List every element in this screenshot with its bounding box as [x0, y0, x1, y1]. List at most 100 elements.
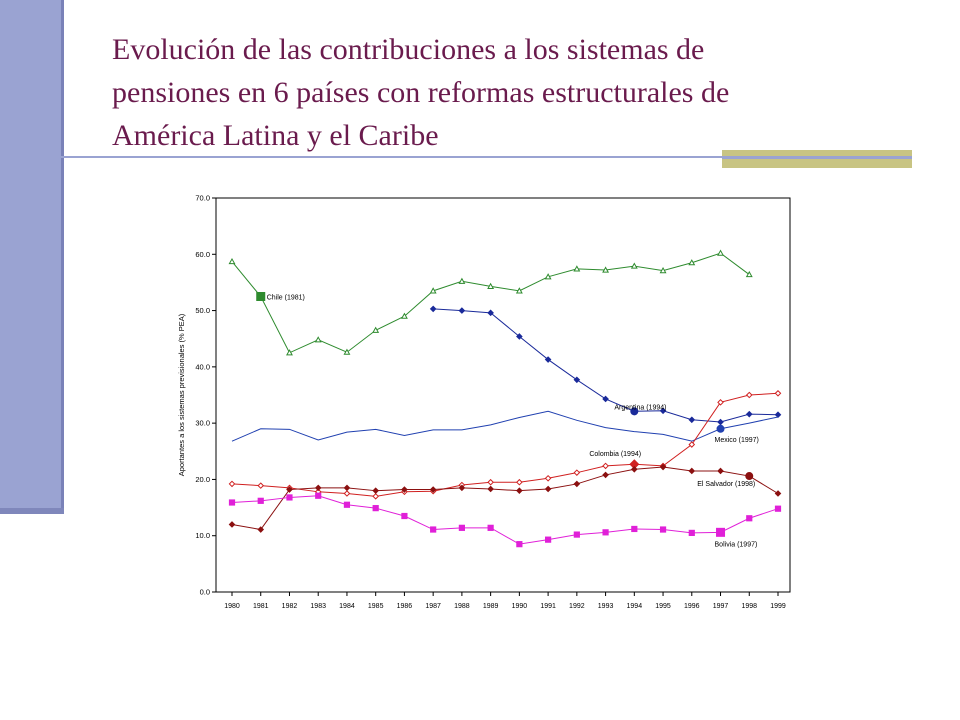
y-tick-label: 40.0 [195, 362, 210, 371]
data-point [516, 487, 523, 494]
data-point [746, 515, 753, 522]
data-point [257, 497, 264, 504]
x-tick-label: 1986 [397, 603, 413, 610]
series-line [231, 495, 779, 545]
x-tick-label: 1990 [512, 603, 528, 610]
pension-contributions-line-chart: 0.0 10.0 20.0 30.0 40.0 50.0 60.0 70.0 1980 1981 1… [177, 194, 791, 610]
x-tick-label: 1992 [569, 603, 585, 610]
accent-bar [722, 150, 912, 168]
data-point [286, 486, 293, 493]
data-point [688, 529, 695, 536]
data-point [774, 490, 782, 497]
data-point [544, 356, 552, 363]
data-point [429, 287, 437, 294]
data-point [688, 416, 696, 424]
x-tick-label: 1989 [483, 603, 499, 610]
data-point [515, 287, 523, 294]
data-point [717, 467, 724, 475]
series-label: Mexico (1997) [715, 437, 759, 444]
data-point [516, 333, 523, 340]
data-point [343, 484, 351, 492]
slide-title-line-2: pensiones en 6 países con reformas estru… [112, 76, 730, 109]
data-point [544, 474, 552, 482]
slide-title: Evolución de las contribuciones a los si… [112, 28, 892, 157]
data-point [602, 266, 610, 273]
data-point [602, 471, 609, 479]
y-tick-label: 20.0 [195, 475, 210, 484]
data-point [286, 349, 293, 356]
data-point [602, 529, 609, 536]
data-point [631, 465, 638, 473]
data-point [487, 524, 494, 531]
x-tick-label: 1980 [224, 603, 240, 610]
x-tick-label: 1997 [713, 603, 729, 610]
data-point [659, 266, 667, 274]
data-point [429, 486, 437, 493]
data-point [545, 536, 552, 543]
side-bar-shadow [0, 508, 64, 514]
data-point [573, 376, 581, 384]
data-point [314, 336, 322, 343]
data-point [717, 418, 724, 426]
data-point [630, 262, 638, 269]
data-point [573, 480, 581, 488]
y-tick-label: 60.0 [195, 250, 210, 259]
series-label: Bolivia (1997) [715, 541, 758, 548]
data-point [372, 505, 379, 512]
data-point [516, 478, 523, 486]
decorative-side-bar [0, 0, 64, 512]
data-point [774, 505, 782, 512]
data-point [372, 326, 380, 333]
data-point [487, 309, 494, 317]
data-point [286, 494, 293, 501]
series-line [231, 410, 779, 442]
data-point [659, 407, 667, 415]
data-point [343, 501, 351, 508]
data-point [401, 512, 408, 520]
data-point [343, 348, 351, 355]
data-point [745, 410, 753, 418]
data-point [228, 480, 236, 488]
x-tick-label: 1982 [282, 603, 298, 610]
data-point [602, 462, 609, 470]
data-point [458, 524, 465, 531]
reform-year-marker [716, 527, 726, 537]
reform-year-marker [630, 407, 639, 416]
x-tick-label: 1984 [339, 603, 355, 610]
reform-year-marker [256, 292, 266, 301]
data-point [688, 441, 696, 448]
data-point [458, 484, 466, 492]
data-point [343, 490, 351, 497]
data-point [688, 259, 696, 266]
data-point [717, 249, 724, 256]
data-point [573, 469, 581, 476]
accent-bar-line [722, 156, 912, 159]
series-label: Chile (1981) [267, 295, 305, 302]
data-point [372, 493, 379, 500]
data-point [458, 307, 466, 314]
x-tick-label: 1999 [770, 603, 786, 610]
data-point [745, 391, 753, 399]
y-tick-label: 0.0 [200, 588, 210, 597]
reform-year-marker [745, 472, 754, 481]
slide-title-line-3: América Latina y el Caribe [112, 119, 439, 152]
data-point [774, 390, 782, 397]
data-point [487, 485, 494, 493]
data-point [257, 526, 265, 533]
data-point [573, 265, 581, 272]
y-tick-label: 50.0 [195, 306, 210, 315]
series-line [231, 392, 779, 497]
data-point [228, 521, 236, 528]
data-point [544, 485, 552, 493]
data-point [573, 531, 580, 538]
y-tick-label: 30.0 [195, 419, 210, 428]
data-point [257, 482, 265, 489]
x-tick-label: 1991 [540, 603, 556, 610]
data-point [487, 282, 495, 289]
data-point [315, 492, 322, 499]
data-point [487, 478, 494, 486]
data-point [659, 463, 667, 471]
y-tick-label: 70.0 [195, 194, 210, 203]
x-tick-label: 1995 [655, 603, 671, 610]
x-tick-label: 1981 [253, 603, 269, 610]
